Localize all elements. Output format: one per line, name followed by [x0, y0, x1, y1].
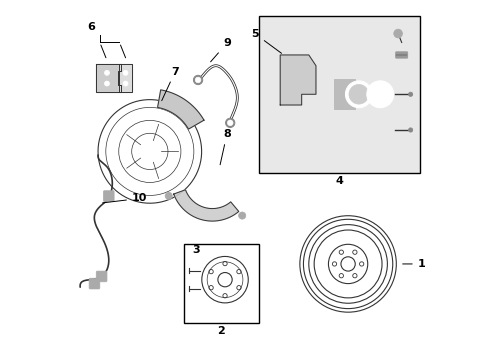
Circle shape — [123, 70, 128, 75]
Text: 10: 10 — [102, 193, 147, 203]
Circle shape — [407, 92, 412, 96]
Text: 6: 6 — [87, 22, 95, 32]
Text: 3: 3 — [192, 245, 200, 255]
Circle shape — [366, 81, 393, 108]
Circle shape — [98, 100, 201, 203]
Text: 9: 9 — [210, 38, 230, 62]
Circle shape — [348, 85, 368, 104]
Text: 1: 1 — [402, 259, 425, 269]
Bar — [333, 79, 354, 109]
Circle shape — [139, 141, 160, 162]
Circle shape — [193, 75, 203, 85]
Bar — [183, 244, 258, 323]
Polygon shape — [96, 64, 121, 93]
Circle shape — [104, 70, 109, 75]
Text: 8: 8 — [220, 129, 230, 165]
Circle shape — [195, 77, 201, 83]
Text: 5: 5 — [251, 29, 281, 53]
Circle shape — [165, 192, 172, 199]
Circle shape — [227, 120, 233, 126]
Text: 4: 4 — [335, 176, 343, 185]
Circle shape — [393, 29, 402, 38]
Bar — [258, 16, 419, 173]
FancyBboxPatch shape — [103, 191, 114, 202]
Circle shape — [123, 81, 128, 86]
Wedge shape — [149, 100, 195, 152]
Circle shape — [340, 257, 354, 271]
FancyBboxPatch shape — [395, 52, 407, 58]
Circle shape — [104, 81, 109, 86]
Polygon shape — [173, 190, 238, 221]
Circle shape — [238, 212, 245, 219]
Text: 7: 7 — [162, 67, 179, 101]
Text: 2: 2 — [217, 325, 224, 336]
Circle shape — [407, 128, 412, 132]
Circle shape — [371, 86, 387, 102]
Polygon shape — [119, 64, 132, 93]
Polygon shape — [280, 55, 315, 105]
FancyBboxPatch shape — [96, 271, 107, 282]
FancyBboxPatch shape — [89, 278, 100, 289]
Circle shape — [225, 118, 234, 127]
Circle shape — [345, 81, 371, 108]
Polygon shape — [157, 90, 203, 129]
